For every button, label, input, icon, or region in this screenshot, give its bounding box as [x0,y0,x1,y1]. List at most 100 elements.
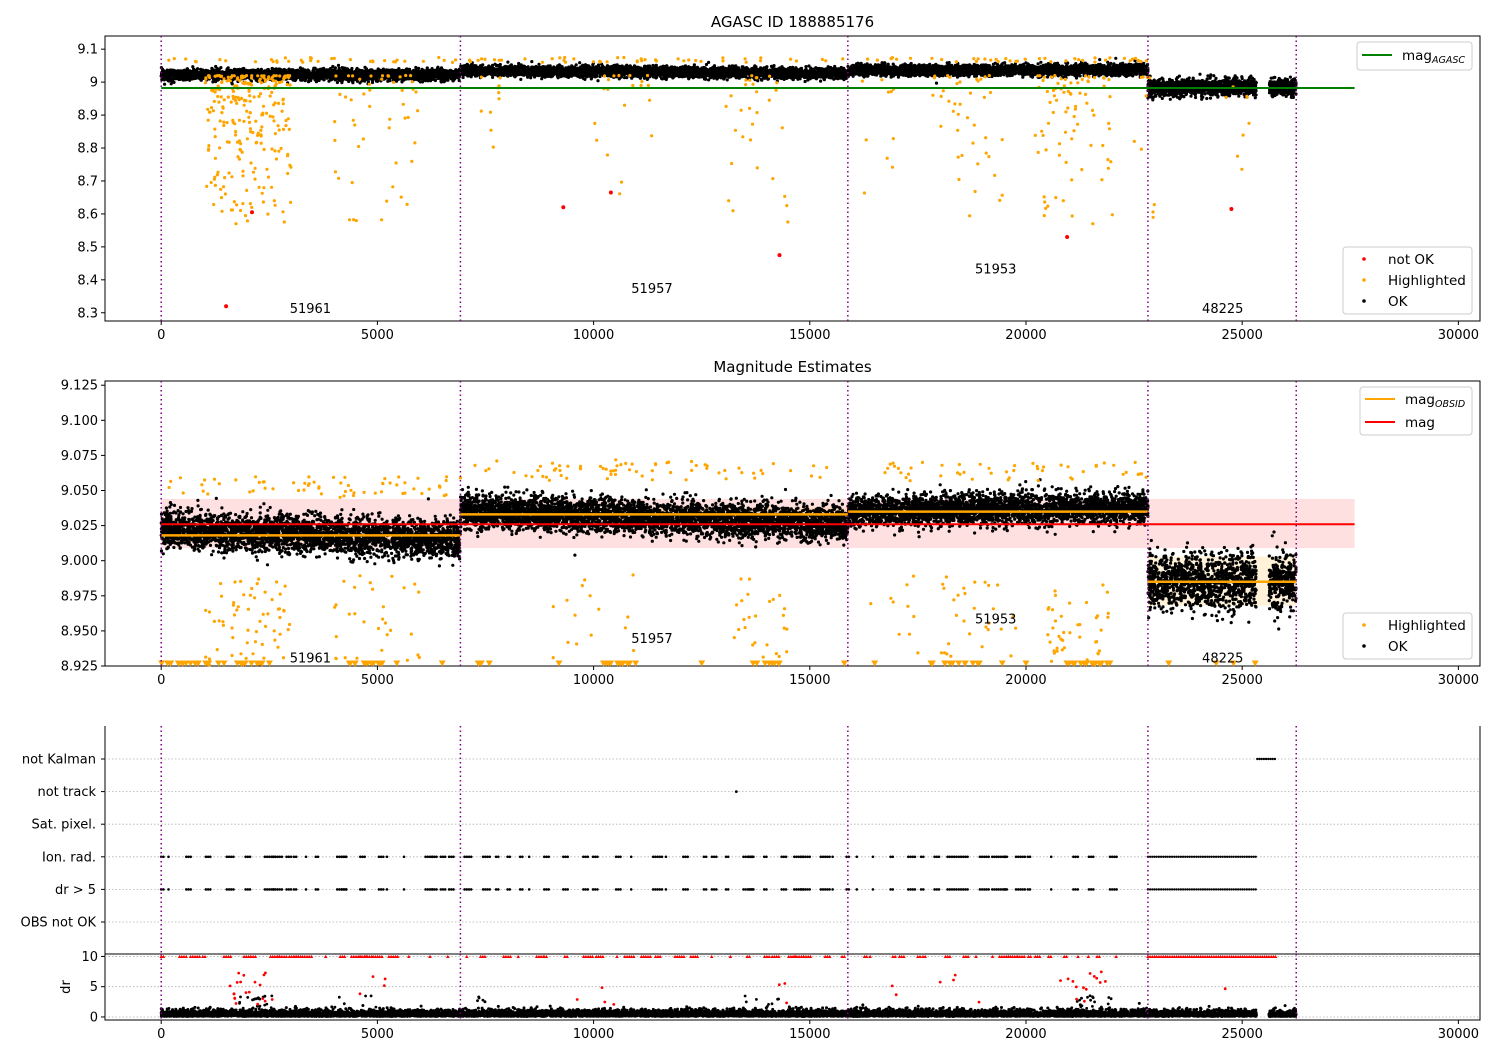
x-tick-label: 15000 [789,328,830,343]
ok-point [449,69,452,72]
ok-point [226,67,229,70]
ok-point [443,75,446,78]
ok-point [429,70,432,73]
y-tick-label: 8.4 [77,273,98,288]
ok-point [167,73,170,76]
ok-point [342,76,345,79]
ok-point [440,71,443,74]
ok-point [294,78,297,81]
ok-point [395,78,398,81]
ok-point [491,76,494,79]
ok-point [578,61,581,64]
y-tick-label: 9 [90,76,98,91]
ok-point [198,74,201,77]
ok-point [434,70,437,73]
ok-point [210,67,213,70]
ok-point [233,68,236,71]
ok-point [832,78,835,81]
ok-point [177,74,180,77]
ok-point [186,77,189,80]
ok-point [195,70,198,73]
ok-point [217,69,220,72]
y-tick-label: 8.7 [77,174,98,189]
ok-point [436,76,439,79]
ok-point [384,70,387,73]
ok-point [281,69,284,72]
ok-point [189,74,192,77]
ok-point [807,64,810,67]
ok-point [361,69,364,72]
ok-point [298,70,301,73]
ok-point [219,66,222,69]
ok-point [297,73,300,76]
y-tick-label: 8.8 [77,142,98,157]
ok-point [358,68,361,71]
ok-point [373,71,376,74]
ok-point [274,69,277,72]
ok-point [251,70,254,73]
ok-point [434,73,437,76]
chart-title: AGASC ID 188885176 [711,13,874,31]
ok-point [309,76,312,79]
ok-point [804,80,807,83]
y-tick-label: 8.3 [77,306,98,321]
ok-point [312,68,315,71]
ok-point [214,65,217,68]
ok-point [163,83,166,86]
x-tick-label: 5000 [361,328,394,343]
y-tick-label: 8.6 [77,207,98,222]
x-tick-label: 0 [157,328,165,343]
y-tick-label: 8.9 [77,109,98,124]
ok-point [246,71,249,74]
ok-point [177,70,180,73]
ok-point [422,69,425,72]
ok-point [452,75,455,78]
ok-point [211,70,214,73]
ok-point [307,80,310,83]
ok-point [171,78,174,81]
ok-point [320,75,323,78]
ok-point [172,74,175,77]
ok-point [344,72,347,75]
ok-point [177,78,180,81]
ok-point [519,78,522,81]
ok-point [388,70,391,73]
ok-point [365,75,368,78]
ok-point [345,77,348,80]
x-tick-label: 20000 [1005,328,1046,343]
ok-point [416,77,419,80]
ok-point [265,71,268,74]
ok-point [167,79,170,82]
ok-point [420,72,423,75]
ok-point [347,80,350,83]
ok-point [416,71,419,74]
ok-point [450,77,453,80]
ok-point [370,71,373,74]
ok-point [184,70,187,73]
ok-point [181,72,184,75]
ok-point [170,69,173,72]
ok-point [393,70,396,73]
ok-point [401,71,404,74]
ok-point [238,68,241,71]
ok-point [173,69,176,72]
ok-point [316,69,319,72]
x-tick-label: 10000 [573,328,614,343]
scatter-points [160,56,1298,308]
y-tick-label: 8.5 [77,240,98,255]
ok-point [351,80,354,83]
ok-point [313,73,316,76]
ok-point [419,75,422,78]
ok-point [305,77,308,80]
ok-point [337,64,340,67]
ok-point [300,76,303,79]
ok-point [329,78,332,81]
ok-point [388,79,391,82]
y-tick-label: 9.1 [77,43,98,58]
ok-point [320,72,323,75]
ok-point [414,74,417,77]
ok-point [361,76,364,79]
x-tick-label: 30000 [1438,328,1479,343]
